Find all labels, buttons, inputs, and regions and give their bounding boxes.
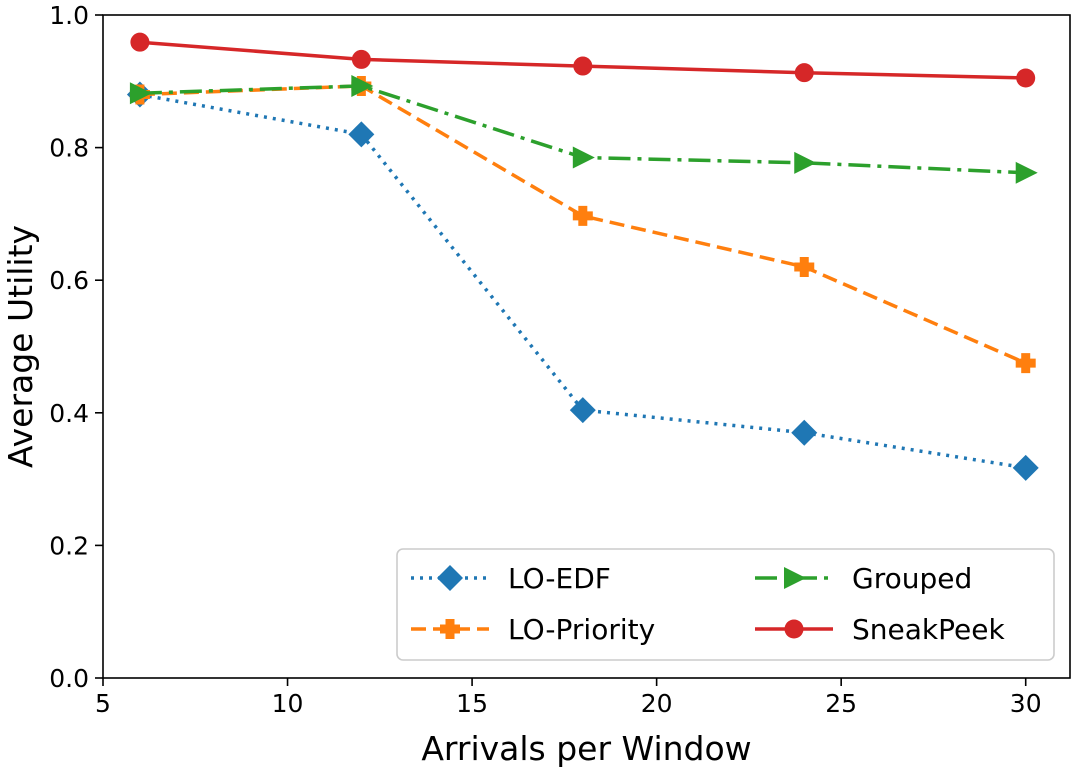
y-tick-label: 0.2 bbox=[49, 531, 89, 560]
legend-marker-grouped bbox=[784, 567, 806, 589]
x-tick-label: 15 bbox=[456, 689, 488, 718]
legend-marker-lo-priority bbox=[440, 619, 460, 639]
legend-marker-sneakpeek bbox=[784, 619, 804, 639]
data-point-sneakpeek bbox=[794, 63, 814, 83]
data-point-grouped bbox=[1015, 161, 1038, 184]
series-layer bbox=[126, 32, 1039, 481]
x-tick-label: 10 bbox=[272, 689, 304, 718]
legend-marker-lo-edf bbox=[437, 565, 463, 591]
legend-label: LO-EDF bbox=[508, 562, 611, 595]
data-point-grouped bbox=[351, 74, 374, 97]
data-point-sneakpeek bbox=[130, 32, 150, 52]
data-point-lo-priority bbox=[794, 256, 815, 277]
series-lo-priority bbox=[129, 75, 1036, 374]
y-tick-label: 0.0 bbox=[49, 664, 89, 693]
data-point-lo-edf bbox=[569, 397, 596, 424]
data-point-lo-edf bbox=[791, 419, 818, 446]
series-grouped bbox=[129, 74, 1038, 184]
data-point-lo-edf bbox=[348, 121, 375, 148]
x-tick-label: 5 bbox=[95, 689, 111, 718]
data-point-lo-edf bbox=[1012, 454, 1039, 481]
plot-area-frame bbox=[102, 14, 1071, 679]
x-tick-label: 25 bbox=[825, 689, 857, 718]
data-point-lo-priority bbox=[572, 205, 593, 226]
y-tick-label: 0.8 bbox=[49, 134, 89, 163]
data-point-sneakpeek bbox=[573, 56, 593, 76]
y-tick-label: 1.0 bbox=[49, 1, 89, 30]
legend-frame bbox=[396, 548, 1055, 661]
y-tick-label: 0.4 bbox=[49, 399, 89, 428]
legend-label: LO-Priority bbox=[508, 613, 655, 646]
x-axis-label: Arrivals per Window bbox=[421, 729, 751, 768]
data-point-lo-priority bbox=[1015, 353, 1036, 374]
legend-label: SneakPeek bbox=[852, 613, 1005, 646]
legend-entry-lo-edf: LO-EDF bbox=[411, 562, 611, 595]
data-point-sneakpeek bbox=[1016, 68, 1036, 88]
legend: LO-EDF LO-Priority Grouped SneakPeek bbox=[396, 548, 1055, 661]
y-axis-label: Average Utility bbox=[1, 225, 40, 468]
data-point-grouped bbox=[572, 146, 595, 169]
x-tick-label: 20 bbox=[641, 689, 673, 718]
data-point-grouped bbox=[794, 151, 817, 174]
series-lo-edf bbox=[126, 81, 1039, 481]
ticks-layer: 5 10 15 20 25 30 0.0 0.2 0.4 0.6 0.8 1.0 bbox=[49, 1, 1041, 718]
legend-label: Grouped bbox=[852, 562, 972, 595]
x-tick-label: 30 bbox=[1010, 689, 1042, 718]
series-sneakpeek bbox=[130, 32, 1036, 88]
y-tick-label: 0.6 bbox=[49, 266, 89, 295]
legend-entry-sneakpeek: SneakPeek bbox=[755, 613, 1005, 646]
legend-entry-grouped: Grouped bbox=[755, 562, 972, 595]
legend-entry-lo-priority: LO-Priority bbox=[411, 613, 655, 646]
data-point-grouped bbox=[129, 82, 152, 105]
data-point-sneakpeek bbox=[351, 49, 371, 69]
